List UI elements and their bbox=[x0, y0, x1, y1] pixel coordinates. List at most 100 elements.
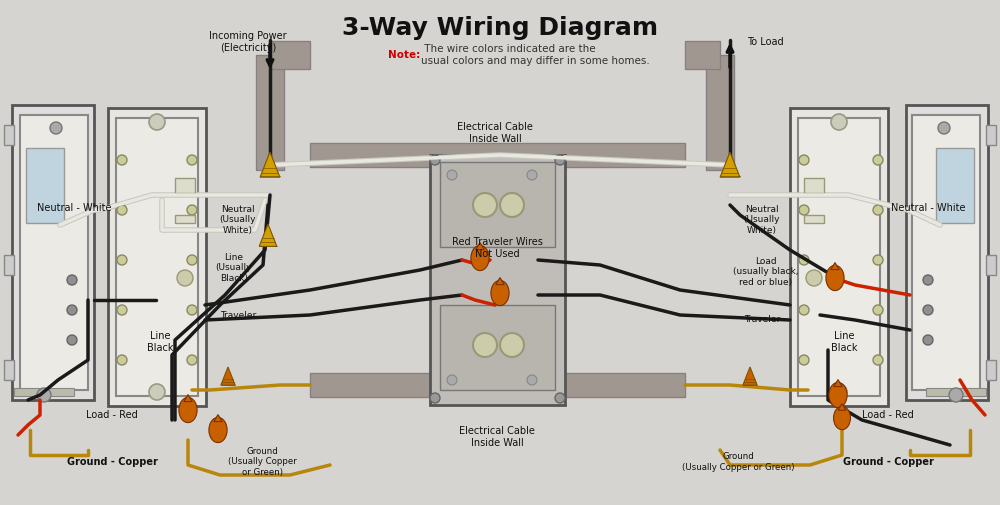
Circle shape bbox=[873, 355, 883, 365]
Bar bbox=[986, 125, 996, 145]
Circle shape bbox=[67, 275, 77, 285]
Circle shape bbox=[831, 384, 847, 400]
Bar bbox=[936, 148, 974, 223]
Polygon shape bbox=[743, 367, 757, 385]
Bar bbox=[440, 305, 555, 390]
Text: To Load: To Load bbox=[747, 37, 783, 47]
Circle shape bbox=[500, 193, 524, 217]
Circle shape bbox=[67, 335, 77, 345]
Circle shape bbox=[473, 193, 497, 217]
Circle shape bbox=[37, 388, 51, 402]
Polygon shape bbox=[184, 394, 192, 401]
Bar bbox=[912, 115, 980, 390]
Bar bbox=[790, 108, 888, 406]
Circle shape bbox=[799, 305, 809, 315]
Circle shape bbox=[799, 255, 809, 265]
Bar bbox=[26, 148, 64, 223]
Circle shape bbox=[187, 155, 197, 165]
Circle shape bbox=[923, 275, 933, 285]
Bar bbox=[430, 155, 565, 405]
Bar bbox=[175, 215, 195, 223]
Text: Incoming Power
(Electricity): Incoming Power (Electricity) bbox=[209, 31, 287, 53]
Circle shape bbox=[117, 205, 127, 215]
Circle shape bbox=[831, 114, 847, 130]
Circle shape bbox=[50, 122, 62, 134]
Bar bbox=[175, 178, 195, 193]
Bar bbox=[685, 41, 720, 69]
Circle shape bbox=[447, 375, 457, 385]
Circle shape bbox=[500, 333, 524, 357]
Bar bbox=[4, 360, 14, 380]
Text: The wire colors indicated are the
usual colors and may differ in some homes.: The wire colors indicated are the usual … bbox=[421, 44, 650, 66]
Circle shape bbox=[117, 305, 127, 315]
Polygon shape bbox=[838, 403, 846, 410]
Text: Note:: Note: bbox=[388, 50, 420, 60]
Polygon shape bbox=[214, 415, 222, 422]
Bar bbox=[706, 55, 734, 170]
Bar bbox=[116, 118, 198, 396]
Circle shape bbox=[949, 388, 963, 402]
Circle shape bbox=[430, 155, 440, 165]
Polygon shape bbox=[831, 263, 839, 270]
Circle shape bbox=[923, 335, 933, 345]
Bar bbox=[798, 118, 880, 396]
Bar bbox=[986, 255, 996, 275]
Polygon shape bbox=[260, 152, 280, 177]
Ellipse shape bbox=[209, 418, 227, 442]
Circle shape bbox=[923, 305, 933, 315]
Circle shape bbox=[527, 170, 537, 180]
Bar bbox=[108, 108, 206, 406]
Ellipse shape bbox=[491, 280, 509, 306]
Bar bbox=[310, 143, 685, 167]
Circle shape bbox=[555, 155, 565, 165]
Text: Ground
(Usually Copper or Green): Ground (Usually Copper or Green) bbox=[682, 452, 794, 472]
Circle shape bbox=[806, 270, 822, 286]
Text: Neutral - White: Neutral - White bbox=[37, 203, 111, 213]
Bar bbox=[310, 373, 462, 397]
Circle shape bbox=[149, 384, 165, 400]
Bar bbox=[986, 360, 996, 380]
Text: Load
(usually black,
red or blue): Load (usually black, red or blue) bbox=[733, 257, 799, 287]
Bar bbox=[926, 388, 986, 396]
Text: Red Traveler Wires
Not Used: Red Traveler Wires Not Used bbox=[452, 237, 542, 259]
Bar bbox=[4, 125, 14, 145]
Bar bbox=[12, 105, 94, 400]
Bar bbox=[538, 373, 685, 397]
Bar bbox=[4, 255, 14, 275]
Bar bbox=[804, 215, 824, 223]
Circle shape bbox=[149, 114, 165, 130]
Bar bbox=[906, 105, 988, 400]
Ellipse shape bbox=[179, 397, 197, 423]
Circle shape bbox=[187, 305, 197, 315]
Circle shape bbox=[473, 333, 497, 357]
Circle shape bbox=[430, 393, 440, 403]
Text: Ground
(Usually Copper
or Green): Ground (Usually Copper or Green) bbox=[228, 447, 296, 477]
Text: Ground - Copper: Ground - Copper bbox=[843, 457, 933, 467]
Circle shape bbox=[117, 155, 127, 165]
Circle shape bbox=[938, 122, 950, 134]
Text: Neutral - White: Neutral - White bbox=[891, 203, 965, 213]
Circle shape bbox=[873, 155, 883, 165]
Ellipse shape bbox=[826, 266, 844, 290]
Text: Line
Black: Line Black bbox=[831, 331, 857, 353]
Circle shape bbox=[187, 255, 197, 265]
Circle shape bbox=[873, 205, 883, 215]
Polygon shape bbox=[221, 367, 235, 385]
Circle shape bbox=[117, 355, 127, 365]
Text: Load - Red: Load - Red bbox=[86, 410, 138, 420]
Circle shape bbox=[527, 375, 537, 385]
Ellipse shape bbox=[829, 382, 847, 408]
Circle shape bbox=[799, 355, 809, 365]
Text: Electrical Cable
Inside Wall: Electrical Cable Inside Wall bbox=[459, 426, 535, 448]
Text: 3-Way Wiring Diagram: 3-Way Wiring Diagram bbox=[342, 16, 658, 40]
Text: Traveler: Traveler bbox=[220, 312, 256, 321]
Circle shape bbox=[873, 305, 883, 315]
Circle shape bbox=[447, 170, 457, 180]
Circle shape bbox=[67, 305, 77, 315]
Circle shape bbox=[117, 255, 127, 265]
Text: Load - Red: Load - Red bbox=[862, 410, 914, 420]
Text: Traveler: Traveler bbox=[744, 316, 780, 325]
Polygon shape bbox=[834, 380, 842, 387]
Bar bbox=[804, 178, 824, 193]
Text: Electrical Cable
Inside Wall: Electrical Cable Inside Wall bbox=[457, 122, 533, 144]
